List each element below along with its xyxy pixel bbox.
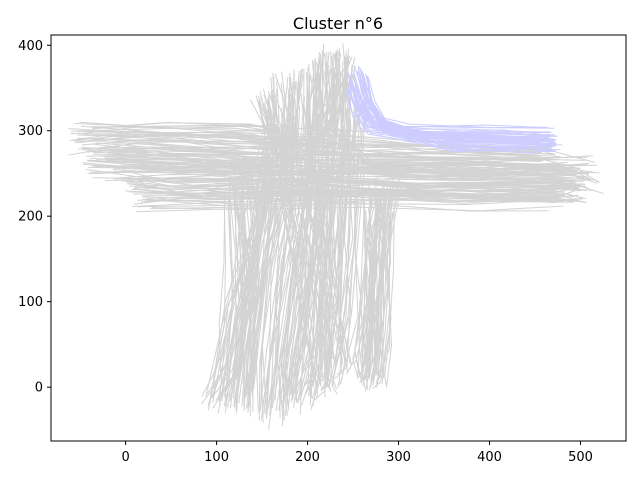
highlight-trajectory-6 — [348, 76, 548, 135]
background-trajectory-26 — [114, 152, 271, 385]
background-trajectory-18 — [208, 196, 226, 407]
background-trajectory-10 — [266, 69, 295, 416]
background-trajectory-26 — [112, 168, 272, 399]
background-trajectory-24 — [268, 94, 554, 156]
background-trajectory-27 — [376, 183, 584, 386]
background-trajectory-24 — [261, 116, 551, 174]
background-trajectory-27 — [377, 186, 594, 381]
background-trajectory-9 — [259, 81, 296, 412]
background-trajectory-25 — [213, 182, 319, 395]
background-trajectory-18 — [212, 192, 244, 397]
background-trajectory-14 — [336, 94, 369, 375]
highlight-trajectory-5 — [361, 82, 550, 153]
background-trajectory-25 — [228, 169, 339, 388]
background-trajectory-27 — [369, 183, 582, 380]
background-trajectory-26 — [103, 153, 259, 386]
background-trajectory-16 — [294, 138, 326, 398]
background-trajectory-15 — [313, 98, 351, 365]
background-trajectory-13 — [313, 69, 346, 401]
background-trajectory-5 — [82, 134, 290, 147]
background-trajectory-5 — [70, 125, 282, 133]
x-tick-label: 500 — [568, 450, 593, 465]
background-trajectory-25 — [209, 177, 320, 396]
background-trajectory-27 — [385, 183, 588, 388]
background-trajectory-26 — [103, 161, 268, 394]
background-trajectory-27 — [372, 185, 584, 386]
background-trajectory-18 — [225, 184, 244, 391]
background-trajectory-18 — [218, 196, 248, 397]
background-trajectory-18 — [207, 194, 226, 405]
background-trajectory-27 — [361, 175, 571, 378]
x-tick-label: 400 — [477, 450, 502, 465]
background-trajectory-16 — [288, 119, 327, 380]
background-trajectory-25 — [224, 173, 326, 401]
chart-title: Cluster n°6 — [293, 14, 383, 33]
background-trajectory-27 — [371, 182, 581, 378]
background-trajectory-13 — [322, 56, 347, 390]
background-trajectory-26 — [107, 152, 260, 381]
background-trajectory-27 — [373, 185, 585, 376]
highlight-trajectories — [343, 65, 561, 154]
background-trajectory-26 — [121, 165, 276, 398]
background-trajectory-19 — [358, 192, 377, 363]
background-trajectory-23 — [318, 72, 574, 182]
y-tick-label: 200 — [18, 210, 43, 225]
background-trajectory-27 — [362, 169, 568, 373]
background-trajectory-16 — [275, 130, 319, 381]
background-trajectory-15 — [308, 100, 344, 364]
background-trajectory-27 — [368, 174, 585, 376]
background-trajectory-19 — [352, 194, 368, 376]
x-axis: 0 100 200 300 400 500 — [121, 441, 593, 465]
background-trajectory-18 — [201, 181, 234, 397]
plot-frame — [50, 34, 627, 442]
background-trajectory-25 — [215, 178, 317, 394]
background-trajectory-14 — [337, 109, 361, 388]
x-tick-label: 200 — [295, 450, 320, 465]
background-trajectory-16 — [293, 125, 331, 391]
background-trajectory-27 — [362, 174, 576, 371]
highlight-trajectory-6 — [353, 76, 552, 137]
highlight-trajectory-7 — [364, 73, 561, 154]
x-tick-label: 0 — [121, 450, 129, 465]
highlight-trajectory-5 — [367, 76, 556, 145]
x-tick-label: 300 — [386, 450, 411, 465]
background-trajectory-13 — [319, 60, 347, 384]
y-axis: 0 100 200 300 400 — [18, 39, 51, 396]
background-trajectory-24 — [274, 109, 564, 174]
background-trajectory-21 — [372, 199, 381, 375]
background-trajectory-18 — [217, 179, 240, 390]
background-trajectory-26 — [116, 151, 272, 381]
background-trajectory-9 — [261, 73, 291, 406]
highlight-trajectory-7 — [366, 75, 557, 152]
background-trajectory-25 — [217, 169, 333, 383]
background-trajectory-3 — [142, 195, 586, 206]
x-tick-label: 100 — [204, 450, 229, 465]
background-trajectory-9 — [260, 73, 296, 411]
highlight-trajectory-7 — [361, 70, 554, 152]
background-trajectories — [68, 43, 605, 430]
y-tick-label: 0 — [35, 381, 43, 396]
background-trajectory-5 — [91, 126, 290, 142]
y-tick-label: 100 — [18, 295, 43, 310]
background-trajectory-19 — [346, 204, 363, 375]
background-trajectory-27 — [379, 177, 586, 379]
y-tick-label: 400 — [18, 39, 43, 54]
background-trajectory-17 — [243, 168, 258, 407]
highlight-trajectory-6 — [356, 71, 555, 129]
y-tick-label: 300 — [18, 124, 43, 139]
background-trajectory-18 — [201, 197, 233, 405]
